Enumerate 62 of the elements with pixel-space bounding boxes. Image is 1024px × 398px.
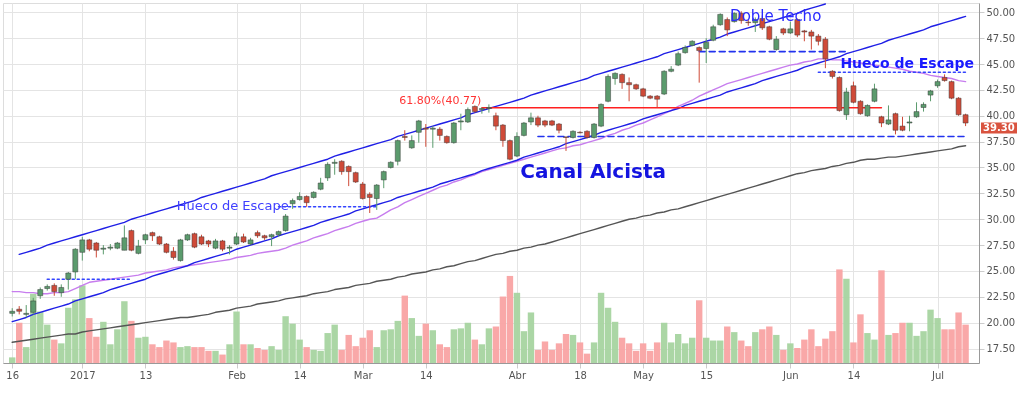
y-tick-label: 22.50 — [986, 291, 1016, 303]
x-tick-label: 15 — [700, 369, 714, 381]
x-tick-label: Jun — [782, 369, 799, 381]
y-tick-label: 17.50 — [986, 343, 1016, 355]
x-tick-label: 13 — [139, 369, 153, 381]
bar — [247, 344, 254, 363]
x-tick-label: Mar — [353, 369, 374, 381]
bar — [128, 320, 135, 363]
bar — [773, 334, 780, 363]
x-tick-label: 16 — [6, 369, 20, 381]
bar — [569, 334, 577, 363]
bar — [731, 332, 738, 363]
x-tick-label: 14 — [419, 369, 433, 381]
bar — [471, 339, 479, 363]
bar — [51, 339, 58, 363]
x-tick-label: Feb — [228, 369, 246, 381]
bar — [212, 350, 219, 363]
bar — [422, 323, 430, 363]
bar — [240, 344, 247, 363]
y-tick-label: 25.00 — [986, 265, 1016, 277]
bar — [843, 278, 850, 363]
bar — [878, 270, 885, 363]
bar — [16, 322, 23, 363]
y-tick-label: 42.50 — [986, 84, 1016, 96]
candlestick — [402, 129, 408, 142]
y-tick-label: 30.00 — [986, 213, 1016, 225]
x-tick-label: May — [633, 369, 655, 381]
bar — [303, 347, 310, 363]
x-tick-label: 18 — [574, 369, 587, 381]
bar — [724, 326, 731, 363]
annotation: 61.80%(40.77) — [399, 93, 482, 107]
y-tick-label: 47.50 — [986, 32, 1016, 44]
line-series — [11, 145, 967, 344]
candlestick — [395, 139, 401, 166]
y-tick-label: 45.00 — [986, 58, 1016, 70]
bar — [219, 354, 226, 363]
y-tick-label: 32.50 — [986, 187, 1016, 199]
annotation: Hueco de Escape — [840, 55, 974, 72]
y-tick-label: 20.00 — [986, 317, 1016, 329]
bar — [9, 357, 16, 363]
bar — [787, 343, 794, 363]
x-tick-label: Abr — [508, 369, 527, 381]
bar — [429, 330, 437, 363]
bar — [752, 332, 759, 363]
annotation: Hueco de Escape — [176, 198, 289, 214]
x-tick-label: 14 — [293, 369, 307, 381]
x-tick-label: Jul — [931, 369, 945, 381]
y-tick-label: 50.00 — [986, 6, 1016, 18]
x-tick-label: 2017 — [70, 369, 96, 381]
y-tick-label: 35.00 — [986, 161, 1016, 173]
bar — [696, 300, 703, 363]
y-tick-label: 40.00 — [986, 110, 1016, 122]
bar — [885, 334, 892, 363]
line-series — [18, 3, 827, 256]
bar — [780, 349, 787, 363]
x-tick-label: 14 — [847, 369, 861, 381]
y-tick-label: 37.50 — [986, 136, 1016, 148]
candlestick — [324, 161, 331, 182]
annotation: Canal Alcista — [520, 159, 667, 184]
text: 39.30 — [983, 122, 1015, 134]
y-tick-label: 27.50 — [986, 239, 1016, 251]
bar — [401, 295, 408, 363]
